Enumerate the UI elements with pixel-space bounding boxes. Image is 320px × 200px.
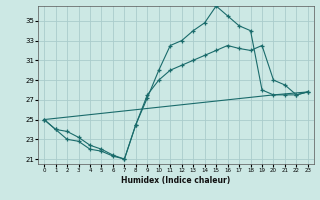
X-axis label: Humidex (Indice chaleur): Humidex (Indice chaleur) — [121, 176, 231, 185]
